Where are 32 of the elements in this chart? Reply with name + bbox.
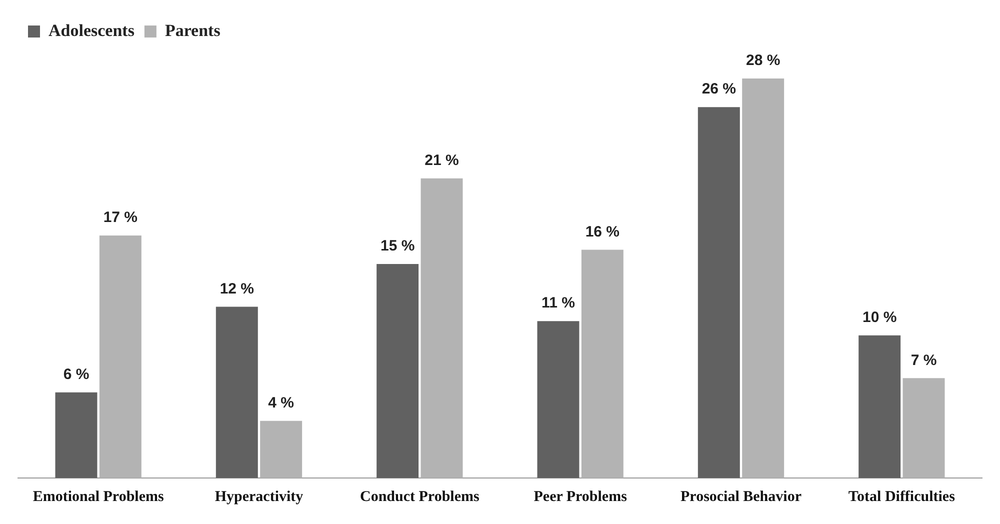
data-label: 4 % — [268, 394, 294, 412]
data-label: 11 % — [542, 294, 575, 312]
data-label: 21 % — [424, 152, 459, 170]
data-label: 15 % — [380, 238, 415, 255]
x-tick-label: Emotional Problems — [32, 488, 164, 505]
bar — [99, 235, 142, 478]
data-label: 28 % — [746, 52, 780, 70]
bar — [260, 420, 302, 478]
x-tick-label: Total Difficulties — [848, 488, 956, 505]
bar — [537, 321, 580, 478]
data-label: 26 % — [702, 80, 736, 98]
x-tick-label: Hyperactivity — [214, 488, 304, 505]
data-label: 10 % — [862, 308, 897, 326]
legend-label: Adolescents — [48, 20, 135, 40]
bar — [902, 378, 945, 478]
data-label: 17 % — [103, 209, 138, 226]
bar — [698, 107, 740, 478]
bar — [581, 250, 624, 478]
x-tick-label: Prosocial Behavior — [680, 488, 802, 505]
bar — [742, 78, 784, 478]
data-label: 6 % — [63, 366, 90, 384]
legend-label: Parents — [164, 20, 221, 40]
x-tick-label: Conduct Problems — [360, 488, 480, 505]
bar — [420, 178, 463, 478]
data-label: 16 % — [585, 223, 620, 240]
bar — [216, 306, 258, 478]
data-label: 12 % — [220, 280, 254, 298]
bar — [55, 392, 98, 478]
bar — [858, 335, 901, 478]
data-label: 7 % — [910, 352, 937, 369]
bar — [376, 264, 419, 478]
x-tick-label: Peer Problems — [534, 488, 628, 505]
